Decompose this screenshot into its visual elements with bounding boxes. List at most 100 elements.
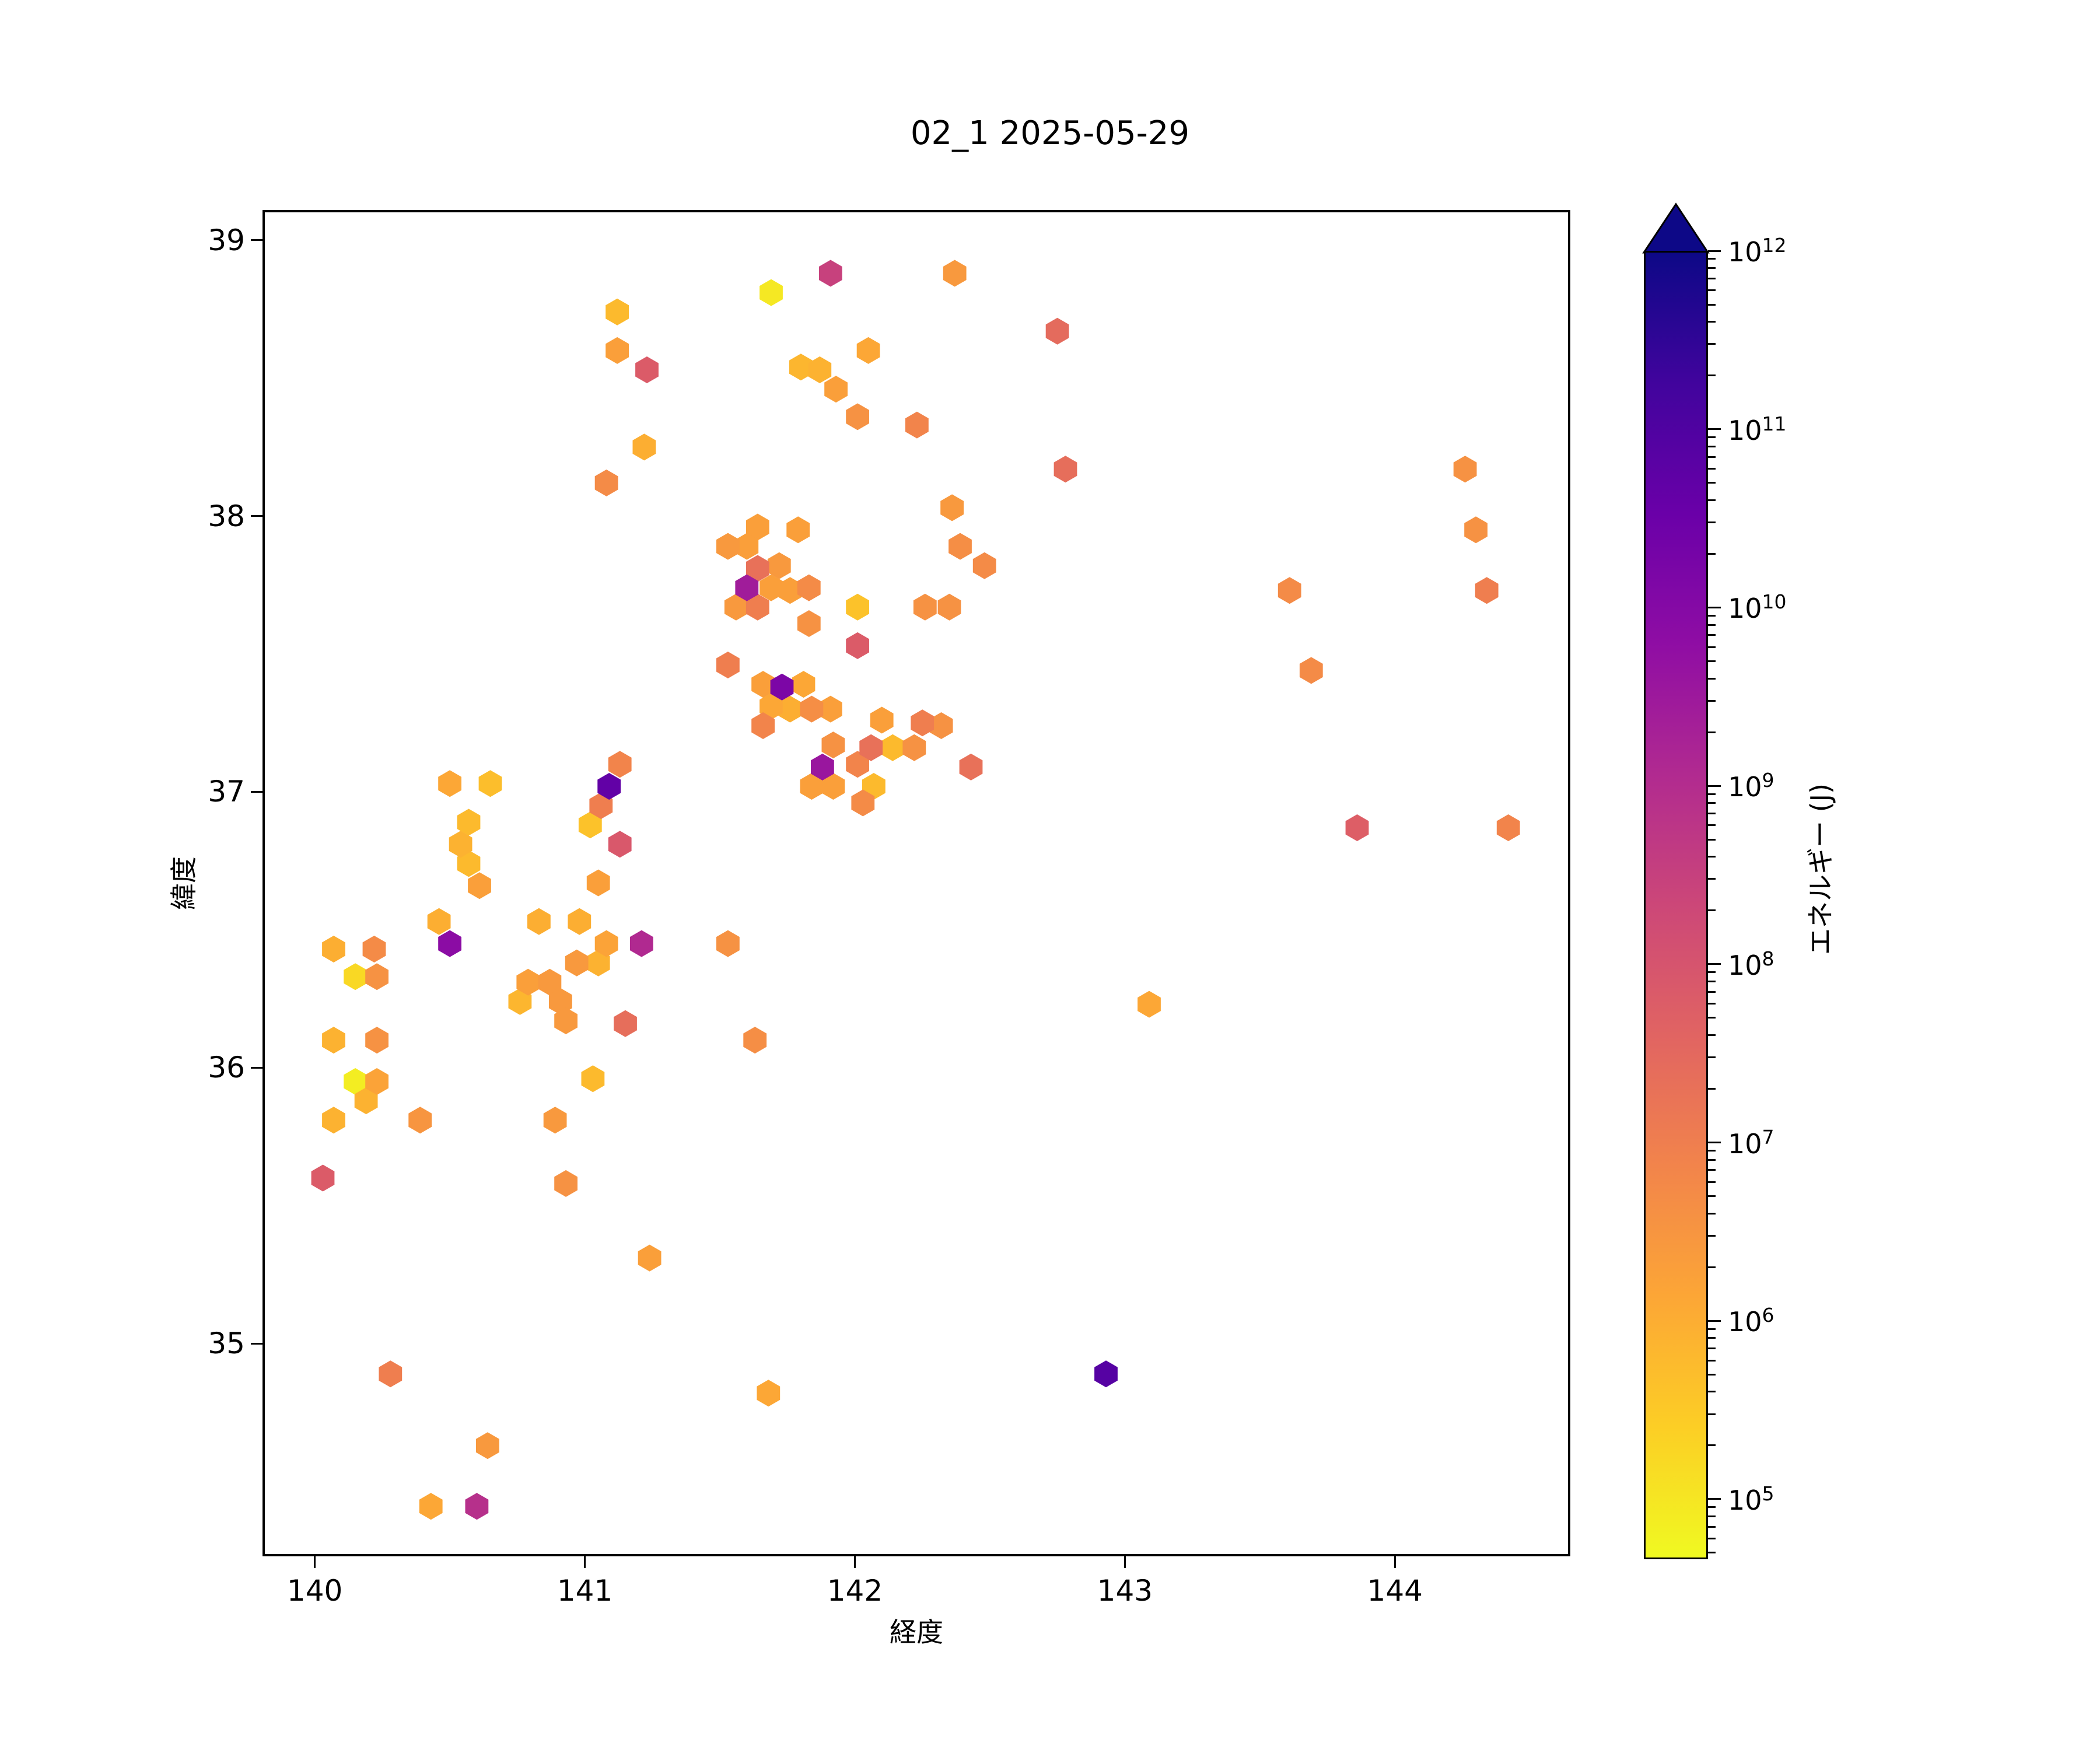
- hexbin-cell: [746, 593, 769, 621]
- colorbar-minor-tick: [1708, 1181, 1716, 1183]
- colorbar-minor-tick: [1708, 499, 1716, 501]
- colorbar-minor-tick: [1708, 1413, 1716, 1415]
- y-tick-mark: [251, 1342, 262, 1345]
- hexbin-cell: [746, 513, 769, 541]
- hexbin-cell: [724, 593, 748, 621]
- hexbin-cell: [635, 356, 659, 383]
- hexbin-cell: [1299, 657, 1323, 684]
- hexbin-cell: [735, 574, 759, 601]
- colorbar-minor-tick: [1708, 802, 1716, 804]
- hexbin-cell: [586, 869, 610, 897]
- hexbin-cell: [478, 770, 502, 797]
- hexbin-cell: [594, 930, 618, 957]
- hexbin-cell: [594, 469, 618, 496]
- hexbin-cell: [751, 712, 775, 739]
- hexbin-cell: [902, 734, 926, 761]
- colorbar-minor-tick: [1708, 699, 1716, 702]
- x-tick-label: 143: [1097, 1574, 1153, 1608]
- x-tick-label: 140: [286, 1574, 343, 1608]
- hexbin-cell: [800, 695, 824, 723]
- colorbar-tick-label: 109: [1728, 768, 1774, 803]
- colorbar-minor-tick: [1708, 1328, 1716, 1330]
- hexbin-cell: [751, 671, 775, 698]
- hexbin-cell: [365, 963, 388, 991]
- hexbin-cell: [311, 1164, 335, 1192]
- x-tick-mark: [1124, 1556, 1126, 1568]
- colorbar-minor-tick: [1708, 303, 1716, 306]
- colorbar-label: エネルギー (J): [1805, 783, 1836, 956]
- hexbin-cell: [379, 1360, 402, 1388]
- y-tick-label: 36: [208, 1051, 245, 1085]
- colorbar-minor-tick: [1708, 1348, 1716, 1350]
- colorbar-minor-tick: [1708, 646, 1716, 648]
- colorbar-minor-tick: [1708, 838, 1716, 841]
- hexbin-cell: [465, 1493, 489, 1520]
- colorbar-minor-tick: [1708, 793, 1716, 795]
- y-tick-mark: [251, 790, 262, 793]
- colorbar-tick-label: 1012: [1728, 233, 1787, 268]
- hexbin-cell: [606, 337, 629, 364]
- hexbin-cell: [554, 1007, 578, 1034]
- colorbar-minor-tick: [1708, 824, 1716, 827]
- hexbin-cell: [365, 1068, 388, 1095]
- colorbar-minor-tick: [1708, 660, 1716, 662]
- y-tick-label: 37: [208, 775, 245, 809]
- colorbar-minor-tick: [1708, 343, 1716, 345]
- colorbar-minor-tick: [1708, 468, 1716, 470]
- hexbin-cell: [789, 354, 813, 381]
- hexbin-cell: [846, 403, 869, 430]
- x-tick-mark: [584, 1556, 586, 1568]
- hexbin-cell: [516, 968, 540, 996]
- colorbar-minor-tick: [1708, 552, 1716, 555]
- colorbar-minor-tick: [1708, 374, 1716, 377]
- hexbin-cell: [824, 376, 848, 403]
- hexbin-cell: [797, 574, 821, 601]
- plot-area: [262, 210, 1570, 1556]
- colorbar-minor-tick: [1708, 1538, 1716, 1540]
- hexbin-cell: [760, 692, 783, 720]
- colorbar-minor-tick: [1708, 445, 1716, 447]
- hexbin-cell: [1278, 577, 1301, 604]
- x-tick-label: 142: [827, 1574, 883, 1608]
- hexbin-cell: [959, 753, 983, 780]
- colorbar-tick-label: 106: [1728, 1304, 1774, 1338]
- hexbin-cell: [527, 908, 551, 935]
- colorbar-tick-label: 105: [1728, 1482, 1774, 1517]
- hexbin-cell: [851, 789, 875, 817]
- hexbin-cell: [818, 695, 842, 723]
- colorbar-minor-tick: [1708, 634, 1716, 636]
- hexbin-cell: [589, 792, 613, 820]
- colorbar-minor-tick: [1708, 731, 1716, 733]
- hexbin-cell: [362, 936, 386, 963]
- hexbin-cell: [476, 1432, 499, 1460]
- colorbar-minor-tick: [1708, 1169, 1716, 1171]
- colorbar-minor-tick: [1708, 1087, 1716, 1090]
- hexbin-cell: [811, 753, 834, 780]
- colorbar-minor-tick: [1708, 971, 1716, 974]
- colorbar-minor-tick: [1708, 289, 1716, 292]
- hexbin-cell: [846, 632, 869, 659]
- colorbar-minor-tick: [1708, 1003, 1716, 1005]
- hexbin-cell: [743, 1027, 767, 1054]
- hexbin-cell: [818, 260, 842, 287]
- colorbar-major-tick: [1708, 1320, 1721, 1322]
- hexbin-cell: [760, 574, 783, 601]
- colorbar-minor-tick: [1708, 258, 1716, 260]
- hexbin-cell: [797, 610, 821, 637]
- hexbin-cell: [778, 577, 802, 604]
- colorbar-extend-arrow: [1642, 202, 1710, 254]
- y-tick-mark: [251, 1066, 262, 1069]
- colorbar-major-tick: [1708, 250, 1721, 252]
- hexbin-cell: [614, 1010, 637, 1037]
- hexbin-cell: [1464, 516, 1488, 544]
- hexbin-cell: [846, 751, 869, 778]
- colorbar-major-tick: [1708, 1498, 1721, 1500]
- hexbin-cell: [344, 963, 367, 991]
- hexbin-cell: [911, 709, 935, 737]
- colorbar-minor-tick: [1708, 1034, 1716, 1036]
- colorbar: [1644, 251, 1708, 1559]
- hexbin-cell: [808, 356, 832, 383]
- colorbar-minor-tick: [1708, 1525, 1716, 1528]
- hexbin-cell: [565, 949, 589, 977]
- colorbar-minor-tick: [1708, 482, 1716, 484]
